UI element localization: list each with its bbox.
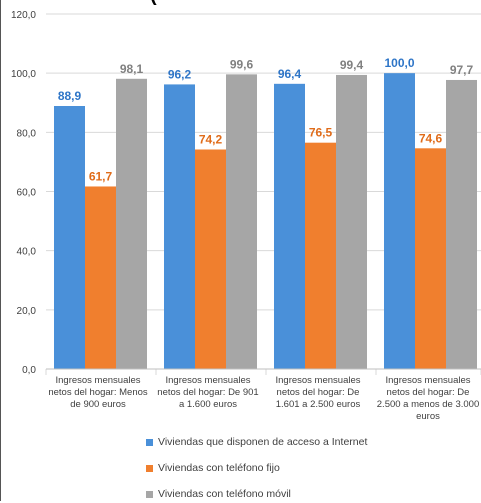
y-tick-label: 120,0 <box>11 10 36 21</box>
y-tick-label: 100,0 <box>11 69 36 80</box>
legend-swatch-internet <box>146 438 153 446</box>
bar <box>226 74 257 369</box>
data-label: 100,0 <box>384 56 414 70</box>
legend-item-fixed-phone: Viviendas con teléfono fijo <box>146 462 280 474</box>
bar <box>116 78 147 369</box>
bar <box>305 142 336 369</box>
y-tick-label: 60,0 <box>17 188 37 199</box>
bar <box>274 83 305 370</box>
bar <box>336 74 367 370</box>
bar <box>446 79 477 370</box>
data-label: 74,2 <box>199 132 223 146</box>
data-label: 88,9 <box>58 89 82 103</box>
bar <box>195 149 226 369</box>
category-label-3: Ingresos mensuales netos del hogar: De 1… <box>275 375 361 410</box>
data-label: 74,6 <box>419 131 443 145</box>
data-label: 96,2 <box>168 67 192 81</box>
category-label-4: Ingresos mensuales netos del hogar: De 2… <box>376 375 480 422</box>
y-tick-label: 40,0 <box>17 247 37 258</box>
legend-label-mobile-phone: Viviendas con teléfono móvil <box>158 488 291 500</box>
bar <box>164 84 195 370</box>
legend-label-fixed-phone: Viviendas con teléfono fijo <box>158 462 280 474</box>
data-label: 99,6 <box>230 57 254 71</box>
legend-swatch-mobile-phone <box>146 490 153 498</box>
bar <box>384 73 415 370</box>
category-label-2: Ingresos mensuales netos del hogar: De 9… <box>157 375 259 410</box>
y-tick-label: 0,0 <box>22 365 36 376</box>
bar <box>85 186 116 369</box>
data-label: 99,4 <box>340 58 364 72</box>
data-label: 61,7 <box>89 169 113 183</box>
data-label: 98,1 <box>120 62 144 76</box>
y-tick-label: 20,0 <box>17 306 37 317</box>
data-label: 76,5 <box>309 126 333 140</box>
category-label-1: Ingresos mensuales netos del hogar: Meno… <box>48 375 148 410</box>
legend-swatch-fixed-phone <box>146 464 153 472</box>
chart-title-fragment: ( <box>150 0 157 7</box>
data-label: 96,4 <box>278 67 302 81</box>
legend-item-internet: Viviendas que disponen de acceso a Inter… <box>146 436 367 448</box>
data-label: 97,7 <box>450 63 474 77</box>
y-tick-label: 80,0 <box>17 128 37 139</box>
legend-item-mobile-phone: Viviendas con teléfono móvil <box>146 488 291 500</box>
bar <box>54 106 85 370</box>
legend-label-internet: Viviendas que disponen de acceso a Inter… <box>158 436 368 448</box>
bar <box>415 148 446 369</box>
